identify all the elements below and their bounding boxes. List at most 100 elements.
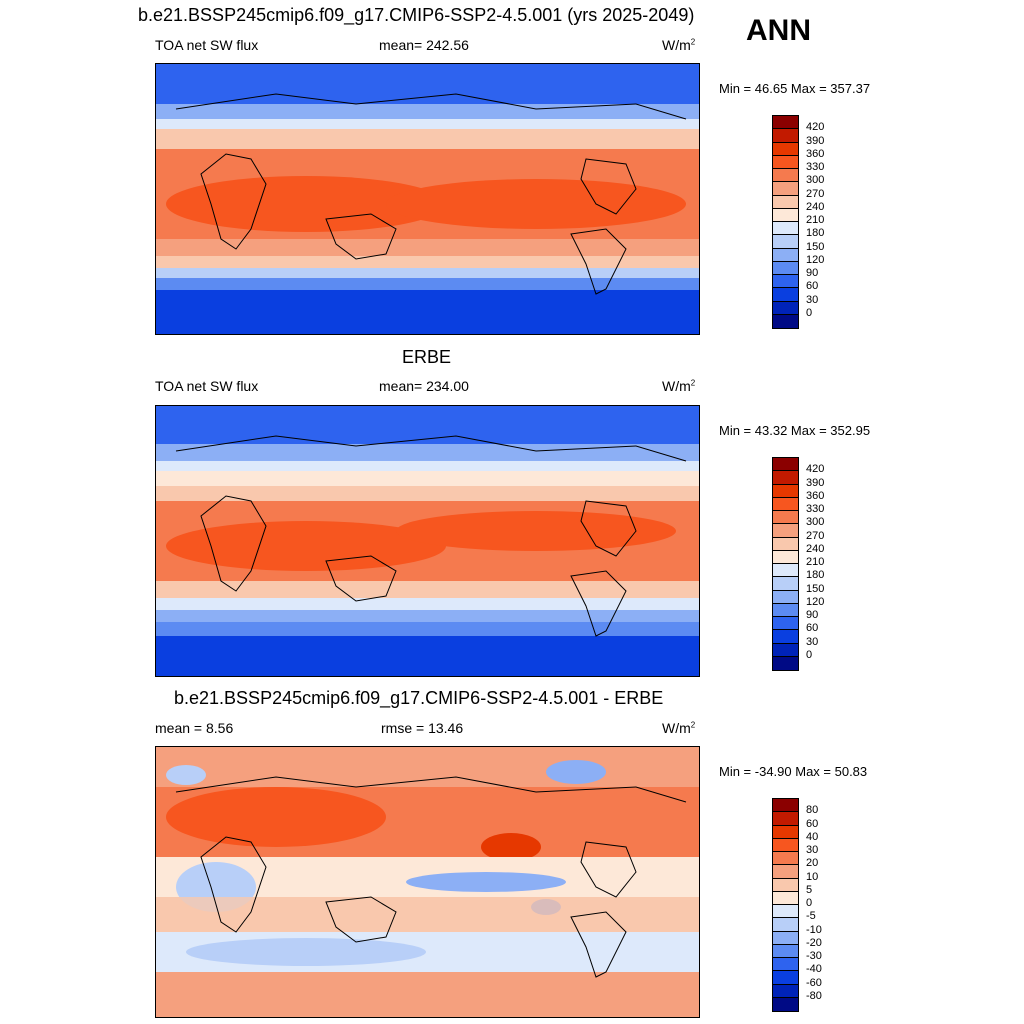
colorbar-tick-label: 300 — [806, 516, 825, 529]
colorbar-swatch — [773, 590, 798, 604]
colorbar-tick-label: 240 — [806, 200, 825, 213]
colorbar-tick-label: 210 — [806, 214, 825, 226]
colorbar-swatch — [773, 838, 798, 852]
colorbar-swatch — [773, 891, 798, 905]
colorbar-tick-label: 0 — [806, 897, 813, 909]
colorbar-swatch — [773, 997, 798, 1011]
colorbar-swatch — [773, 656, 798, 670]
colorbar-tick-label: -10 — [806, 923, 822, 936]
colorbar-tick-label: 360 — [806, 147, 825, 160]
colorbar-tick-label: 270 — [806, 187, 825, 200]
colorbar-tick-label: 270 — [806, 529, 825, 542]
colorbar-tick-label: 80 — [806, 804, 819, 817]
colorbar-swatch — [773, 195, 798, 209]
colorbar-swatch — [773, 630, 798, 644]
panel2-minmax: Min = 43.32 Max = 352.95 — [719, 423, 871, 438]
colorbar-swatch — [773, 169, 798, 183]
colorbar-swatch — [773, 235, 798, 249]
colorbar-swatch — [773, 643, 798, 657]
colorbar-tick-label: -60 — [806, 976, 822, 989]
colorbar-tick-label: 420 — [806, 463, 825, 476]
colorbar-tick-label: 90 — [806, 609, 819, 621]
colorbar-swatch — [773, 142, 798, 156]
colorbar-swatch — [773, 577, 798, 591]
panel3-rmse-label: rmse = 13.46 — [381, 720, 464, 736]
colorbar-swatch — [773, 878, 798, 892]
colorbar-tick-label: 60 — [806, 622, 819, 635]
panel3-map-image — [156, 747, 699, 1017]
panel3-colorbar — [772, 798, 799, 1012]
panel1-units: W/m2 — [662, 37, 696, 53]
colorbar-swatch — [773, 301, 798, 315]
colorbar-swatch — [773, 971, 798, 985]
colorbar-tick-label: 5 — [806, 883, 813, 896]
panel2-title: ERBE — [402, 347, 452, 367]
colorbar-tick-label: 120 — [806, 595, 825, 608]
panel2-map — [155, 405, 700, 677]
colorbar-swatch — [773, 314, 798, 328]
colorbar-tick-label: -80 — [806, 989, 822, 1002]
colorbar-swatch — [773, 208, 798, 222]
panel2-mean-label: mean= 234.00 — [379, 378, 469, 394]
colorbar-swatch — [773, 852, 798, 866]
colorbar-tick-label: 150 — [806, 582, 825, 595]
season-label: ANN — [746, 14, 811, 47]
panel3-map — [155, 746, 700, 1018]
colorbar-swatch — [773, 182, 798, 196]
colorbar-swatch — [773, 603, 798, 617]
colorbar-swatch — [773, 511, 798, 525]
colorbar-tick-label: 10 — [806, 870, 819, 883]
colorbar-swatch — [773, 931, 798, 945]
colorbar-tick-label: 180 — [806, 227, 825, 240]
colorbar-tick-label: 30 — [806, 635, 819, 648]
colorbar-tick-label: 330 — [806, 161, 825, 173]
colorbar-swatch — [773, 799, 798, 813]
panel2-units: W/m2 — [662, 378, 696, 394]
colorbar-tick-label: -30 — [806, 950, 822, 962]
panel2-colorbar — [772, 457, 799, 671]
colorbar-tick-label: 40 — [806, 830, 819, 843]
colorbar-swatch — [773, 537, 798, 551]
colorbar-tick-label: -40 — [806, 963, 822, 976]
colorbar-swatch — [773, 155, 798, 169]
colorbar-tick-label: 20 — [806, 857, 819, 870]
colorbar-swatch — [773, 275, 798, 289]
colorbar-tick-label: 420 — [806, 121, 825, 134]
case-title: b.e21.BSSP245cmip6.f09_g17.CMIP6-SSP2-4.… — [138, 5, 695, 25]
colorbar-tick-label: 120 — [806, 253, 825, 266]
colorbar-swatch — [773, 564, 798, 578]
colorbar-tick-label: 390 — [806, 134, 825, 147]
colorbar-tick-label: 60 — [806, 280, 819, 293]
colorbar-swatch — [773, 458, 798, 472]
panel3-title: b.e21.BSSP245cmip6.f09_g17.CMIP6-SSP2-4.… — [174, 688, 664, 708]
panel1-mean-label: mean= 242.56 — [379, 37, 469, 53]
colorbar-swatch — [773, 958, 798, 972]
colorbar-swatch — [773, 984, 798, 998]
colorbar-swatch — [773, 222, 798, 236]
colorbar-tick-label: 180 — [806, 569, 825, 582]
colorbar-swatch — [773, 944, 798, 958]
colorbar-tick-label: -20 — [806, 936, 822, 949]
colorbar-swatch — [773, 484, 798, 498]
colorbar-tick-label: 210 — [806, 556, 825, 568]
panel3-units: W/m2 — [662, 720, 696, 736]
colorbar-swatch — [773, 261, 798, 275]
colorbar-swatch — [773, 905, 798, 919]
panel1-colorbar — [772, 115, 799, 329]
panel2-variable-label: TOA net SW flux — [155, 378, 259, 394]
colorbar-swatch — [773, 825, 798, 839]
colorbar-swatch — [773, 288, 798, 302]
panel1-minmax: Min = 46.65 Max = 357.37 — [719, 81, 871, 96]
colorbar-tick-label: 360 — [806, 489, 825, 502]
colorbar-swatch — [773, 129, 798, 143]
panel1-map — [155, 63, 700, 335]
colorbar-tick-label: 150 — [806, 240, 825, 253]
colorbar-swatch — [773, 116, 798, 130]
colorbar-tick-label: 0 — [806, 306, 813, 319]
panel2-map-image — [156, 406, 699, 676]
colorbar-swatch — [773, 865, 798, 879]
colorbar-tick-label: 90 — [806, 267, 819, 279]
colorbar-tick-label: 240 — [806, 542, 825, 555]
colorbar-swatch — [773, 497, 798, 511]
colorbar-tick-label: 60 — [806, 817, 819, 830]
